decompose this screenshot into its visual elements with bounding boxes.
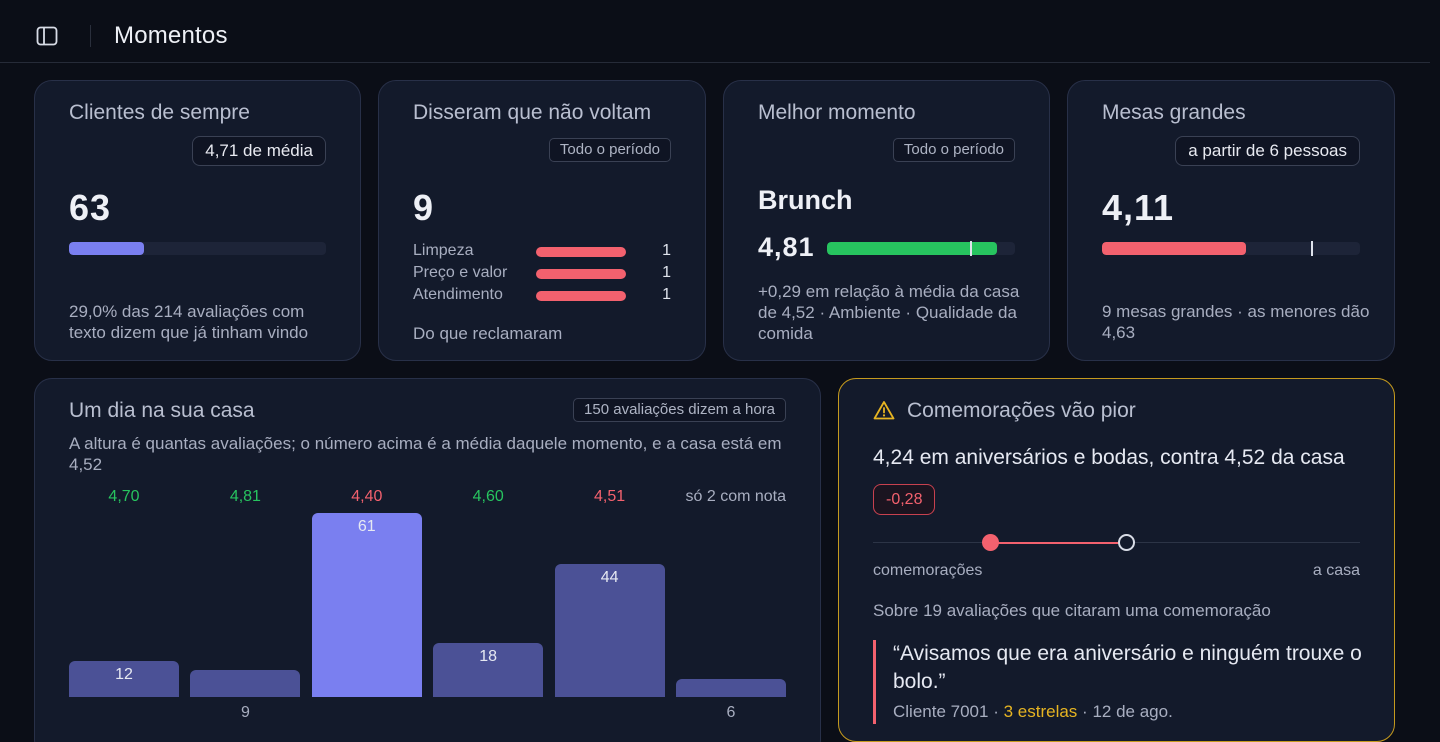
best-moment-score: 4,81: [758, 232, 815, 262]
card-celebrations: Comemorações vão pior 4,24 em aniversári…: [838, 378, 1395, 742]
chart-bar[interactable]: [433, 642, 544, 697]
house-average-marker: [970, 241, 972, 256]
card-title: Comemorações vão pior: [907, 399, 1136, 422]
quote-accent: [873, 640, 876, 724]
reason-bar: [536, 269, 626, 279]
average-badge: 4,71 de média: [192, 136, 326, 166]
best-moment-bar-fill: [827, 242, 997, 255]
card-title: Disseram que não voltam: [413, 101, 652, 124]
returning-count: 63: [69, 187, 112, 228]
slot-average-label: 4,40: [351, 488, 383, 505]
group-size-badge: a partir de 6 pessoas: [1175, 136, 1360, 166]
returning-progress: [69, 242, 326, 255]
card-title: Um dia na sua casa: [69, 399, 255, 422]
hour-reviews-badge: 150 avaliações dizem a hora: [573, 398, 786, 422]
page-title: Momentos: [114, 22, 228, 49]
reason-label: Atendimento: [413, 286, 503, 303]
card-large-tables: Mesas grandes a partir de 6 pessoas 4,11…: [1067, 80, 1395, 361]
chart-bar[interactable]: [554, 564, 665, 697]
top-bar: Momentos: [0, 0, 1430, 63]
card-returning-customers: Clientes de sempre 4,71 de média 63 29,0…: [34, 80, 361, 361]
card-title: Clientes de sempre: [69, 101, 250, 124]
large-tables-score: 4,11: [1102, 187, 1175, 228]
chart-bar[interactable]: [676, 678, 786, 697]
chart-subtitle: A altura é quantas avaliações; o número …: [69, 434, 782, 474]
bar-count-label: 12: [115, 665, 133, 683]
slot-average-label: 4,60: [472, 488, 504, 505]
reason-count: 1: [662, 242, 671, 259]
slot-average-label: só 2 com nota: [685, 488, 787, 505]
reason-count: 1: [662, 286, 671, 303]
slot-average-label: 4,51: [594, 488, 626, 505]
house-dot: [1118, 534, 1135, 551]
slot-average-label: 4,70: [108, 488, 140, 505]
reason-label: Limpeza: [413, 242, 474, 259]
reason-row: Preço e valor 1: [413, 264, 671, 282]
chart-bar[interactable]: [69, 660, 179, 697]
delta-badge: -0,28: [873, 484, 936, 515]
best-moment-name: Brunch: [758, 185, 853, 215]
review-quote: “Avisamos que era aniversário e ninguém …: [893, 642, 1362, 693]
slot-axis-label: 9: [240, 704, 250, 721]
review-stars: 3 estrelas: [1003, 702, 1078, 721]
card-title: Mesas grandes: [1102, 101, 1246, 124]
card-wont-return: Disseram que não voltam Todo o período 9…: [378, 80, 706, 361]
large-tables-note: 9 mesas grandes · as menores dão 4,63: [1102, 302, 1370, 342]
warning-icon: [873, 400, 895, 425]
bar-count-label: 18: [479, 647, 498, 665]
large-tables-bar: [1102, 242, 1360, 255]
sidebar-toggle-icon[interactable]: [36, 25, 58, 47]
celebrations-dot: [982, 534, 999, 551]
period-badge: Todo o período: [892, 138, 1015, 162]
celebrations-headline: 4,24 em aniversários e bodas, contra 4,5…: [873, 446, 1345, 469]
returning-note: 29,0% das 214 avaliações com texto dizem…: [69, 302, 309, 342]
house-average-marker: [1311, 241, 1313, 256]
reason-bar: [536, 291, 626, 301]
best-moment-note: +0,29 em relação à média da casa de 4,52…: [758, 282, 1020, 343]
slot-average-label: 4,81: [229, 488, 261, 505]
meta-separator: ·: [993, 702, 999, 721]
reason-row: Limpeza 1: [413, 242, 671, 260]
header-divider: [90, 25, 91, 47]
house-axis-label: a casa: [1312, 562, 1360, 579]
reason-count: 1: [662, 264, 671, 281]
card-best-moment: Melhor momento Todo o período Brunch 4,8…: [723, 80, 1050, 361]
celebrations-basis: Sobre 19 avaliações que citaram uma come…: [873, 601, 1271, 620]
review-author: Cliente 7001: [893, 702, 989, 721]
card-title: Melhor momento: [758, 101, 916, 124]
returning-progress-fill: [69, 242, 144, 255]
period-badge: Todo o período: [548, 138, 671, 162]
reason-row: Atendimento 1: [413, 286, 671, 304]
wont-return-count: 9: [413, 187, 435, 228]
best-moment-bar: [827, 242, 1015, 255]
slot-axis-label: 6: [726, 704, 736, 721]
reason-label: Preço e valor: [413, 264, 508, 281]
review-meta: Cliente 7001 · 3 estrelas · 12 de ago.: [893, 702, 1173, 722]
bar-count-label: 44: [600, 569, 619, 587]
reason-bar: [536, 247, 626, 257]
chart-bar[interactable]: [190, 669, 301, 697]
celebrations-axis-label: comemorações: [873, 562, 983, 579]
comparison-gap-line: [990, 542, 1126, 544]
complaints-caption: Do que reclamaram: [413, 324, 563, 343]
bar-count-label: 61: [357, 518, 376, 535]
meta-separator: ·: [1082, 702, 1088, 721]
large-tables-bar-fill: [1102, 242, 1246, 255]
review-date: 12 de ago.: [1092, 702, 1173, 721]
chart-bar[interactable]: [311, 513, 422, 697]
